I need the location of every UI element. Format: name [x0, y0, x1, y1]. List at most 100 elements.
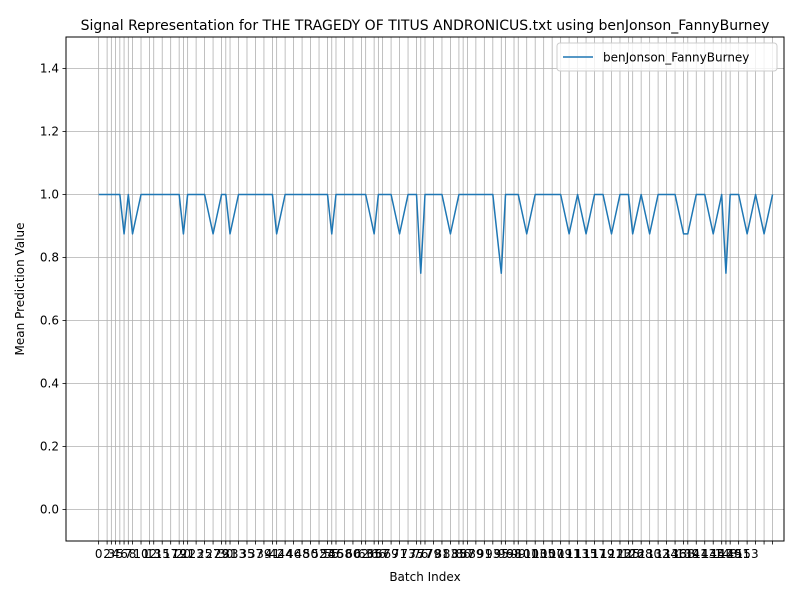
x-tick-label: 75 — [409, 547, 424, 561]
x-tick-label: 109 — [549, 547, 572, 561]
x-tick-label: 2 — [103, 547, 111, 561]
x-tick-label: 17 — [163, 547, 178, 561]
x-tick-label: 7 — [124, 547, 132, 561]
x-tick-label: 12 — [142, 547, 157, 561]
x-tick-label: 48 — [294, 547, 309, 561]
x-tick-label: 85 — [451, 547, 466, 561]
x-tick-label: 69 — [383, 547, 398, 561]
x-tick-label: 65 — [366, 547, 381, 561]
x-tick-label: 95 — [494, 547, 509, 561]
chart-title: Signal Representation for THE TRAGEDY OF… — [81, 18, 770, 34]
x-tick-label: 76 — [413, 547, 428, 561]
x-tick-label: 93 — [485, 547, 500, 561]
x-tick-label: 126 — [621, 547, 644, 561]
y-tick-label: 1.2 — [40, 125, 59, 139]
x-tick-label: 107 — [541, 547, 564, 561]
y-tick-label: 0.6 — [40, 314, 59, 328]
x-tick-label: 105 — [532, 547, 555, 561]
x-tick-label: 13 — [146, 547, 161, 561]
x-tick-label: 58 — [337, 547, 352, 561]
y-tick-label: 0.2 — [40, 440, 59, 454]
x-tick-label: 66 — [371, 547, 386, 561]
x-tick-label: 86 — [456, 547, 471, 561]
x-tick-label: 56 — [328, 547, 343, 561]
x-tick-label: 143 — [693, 547, 716, 561]
x-tick-label: 15 — [155, 547, 170, 561]
x-tick-label: 31 — [222, 547, 237, 561]
y-tick-label: 0.0 — [40, 503, 59, 517]
x-tick-label: 44 — [277, 547, 292, 561]
x-tick-label: 71 — [392, 547, 407, 561]
y-tick-label: 0.4 — [40, 377, 59, 391]
x-tick-label: 151 — [727, 547, 750, 561]
x-axis-ticks: 0 234567810121315171920212325272930313335… — [95, 541, 773, 561]
x-tick-label: 10 — [133, 547, 148, 561]
x-tick-label: 101 — [515, 547, 538, 561]
x-tick-label: 62 — [354, 547, 369, 561]
x-tick-label: 153 — [736, 547, 759, 561]
x-tick-label: 123 — [609, 547, 632, 561]
x-tick-label: 81 — [434, 547, 449, 561]
x-tick-label: 20 — [176, 547, 191, 561]
x-tick-label: 52 — [311, 547, 326, 561]
x-tick-label: 115 — [575, 547, 598, 561]
x-tick-label: 147 — [710, 547, 733, 561]
x-tick-label: 96 — [498, 547, 513, 561]
x-tick-label: 30 — [218, 547, 233, 561]
x-tick-label: 91 — [477, 547, 492, 561]
x-tick-label: 60 — [345, 547, 360, 561]
y-axis-label: Mean Prediction Value — [13, 223, 27, 356]
x-tick-label: 145 — [702, 547, 725, 561]
series-line — [98, 193, 774, 274]
y-axis-ticks: 0.0 0.2 0.4 0.6 0.8 1.0 1.2 1.4 — [40, 62, 66, 517]
x-tick-label: 37 — [248, 547, 263, 561]
x-tick-label: 42 — [269, 547, 284, 561]
x-tick-label: 23 — [188, 547, 203, 561]
x-tick-label: 83 — [443, 547, 458, 561]
x-tick-label: 3 — [108, 547, 116, 561]
x-tick-label: 98 — [506, 547, 521, 561]
x-tick-label: 50 — [303, 547, 318, 561]
x-tick-label: 132 — [647, 547, 670, 561]
x-tick-label: 19 — [172, 547, 187, 561]
legend: benJonson_FannyBurney — [556, 42, 778, 72]
x-tick-label: 138 — [672, 547, 695, 561]
x-tick-label: 6 — [120, 547, 128, 561]
x-tick-label: 134 — [655, 547, 678, 561]
x-tick-label: 27 — [205, 547, 220, 561]
x-tick-label: 89 — [468, 547, 483, 561]
x-tick-label: 39 — [256, 547, 271, 561]
x-tick-label: 79 — [426, 547, 441, 561]
x-tick-label: 111 — [558, 547, 581, 561]
x-tick-label: 41 — [265, 547, 280, 561]
x-tick-label: 4 — [112, 547, 120, 561]
x-tick-label: 139 — [676, 547, 699, 561]
x-tick-label: 103 — [524, 547, 547, 561]
x-tick-label: 46 — [286, 547, 301, 561]
x-tick-label: 148 — [714, 547, 737, 561]
x-tick-label: 33 — [231, 547, 246, 561]
x-tick-label: 55 — [324, 547, 339, 561]
x-tick-label: 149 — [719, 547, 742, 561]
x-tick-label: 63 — [358, 547, 373, 561]
x-tick-label: 87 — [460, 547, 475, 561]
x-tick-label: 128 — [630, 547, 653, 561]
x-tick-label: 25 — [197, 547, 212, 561]
x-tick-label: 29 — [214, 547, 229, 561]
x-tick-label: 99 — [511, 547, 526, 561]
x-axis-label: Batch Index — [389, 570, 460, 584]
y-tick-label: 0.8 — [40, 251, 59, 265]
legend-label: benJonson_FannyBurney — [603, 51, 749, 65]
x-tick-label: 8 — [129, 547, 137, 561]
x-tick-label: 54 — [320, 547, 335, 561]
y-tick-label: 1.4 — [40, 62, 59, 76]
x-tick-label: 0 — [95, 547, 103, 561]
x-tick-label: 5 — [116, 547, 124, 561]
y-tick-label: 1.0 — [40, 188, 59, 202]
x-tick-label: 141 — [685, 547, 708, 561]
x-tick-label: 77 — [417, 547, 432, 561]
x-tick-label: 136 — [664, 547, 687, 561]
x-tick-label: 119 — [592, 547, 615, 561]
